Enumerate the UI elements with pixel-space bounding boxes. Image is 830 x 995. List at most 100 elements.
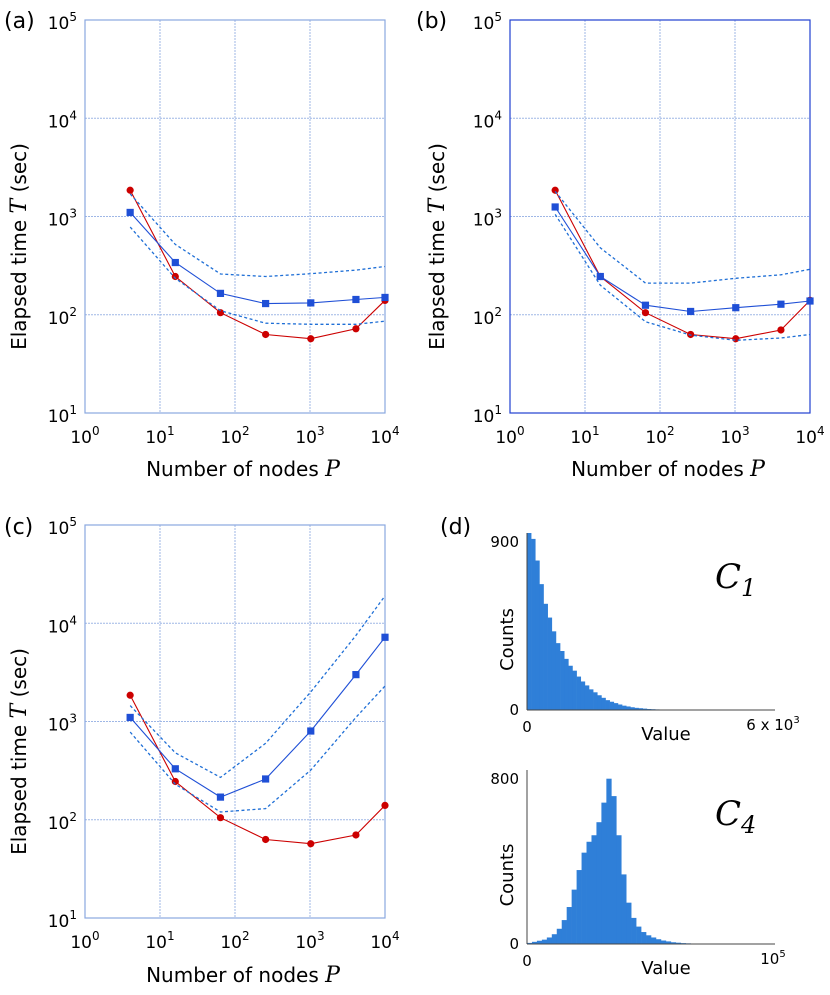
y-tick-label: 102	[48, 810, 77, 834]
y-tick-label: 105	[48, 515, 77, 539]
y-tick-label: 103	[473, 207, 502, 231]
data-point-blue	[126, 713, 134, 722]
histogram-bar	[626, 706, 631, 710]
histogram-bar	[638, 708, 644, 710]
series-line-blue	[554, 206, 811, 313]
y-max-label: 800	[490, 770, 519, 788]
data-point-blue	[216, 793, 225, 801]
histogram-bar	[568, 665, 573, 710]
data-point-red	[777, 326, 785, 334]
histogram-bar	[597, 695, 602, 710]
data-point-blue	[687, 307, 695, 316]
data-point-red	[307, 335, 315, 343]
x-tick-label: 100	[495, 424, 524, 448]
histogram-bar	[596, 822, 602, 944]
x-tick-label: 102	[220, 929, 249, 953]
y-tick-label: 101	[48, 908, 77, 932]
histogram-bar	[646, 935, 652, 944]
data-point-red	[551, 186, 559, 194]
histogram-bar	[546, 937, 553, 944]
x-tick-label: 102	[220, 424, 249, 448]
series-line-blue	[129, 636, 386, 798]
histogram-bar	[591, 835, 597, 944]
x-tick-label: 103	[295, 424, 324, 448]
x-tick-label: 104	[795, 424, 824, 448]
histogram-bar	[606, 778, 612, 944]
histogram-bar	[611, 796, 617, 944]
data-point-blue	[596, 272, 604, 281]
histogram-bar	[660, 940, 667, 944]
histogram-bar	[531, 538, 536, 710]
histogram-bar	[580, 681, 586, 710]
histogram-bar	[651, 937, 657, 944]
histogram-c4: 800 00 105 Value Counts C4	[490, 770, 786, 979]
data-point-red	[216, 309, 225, 317]
x-axis-title: Number of nodes P	[571, 457, 766, 482]
panel-label-c: (c)	[4, 515, 33, 540]
data-point-blue	[732, 304, 740, 312]
data-point-red	[262, 330, 270, 339]
histogram-bar	[613, 703, 619, 710]
histogram-name: C4	[715, 794, 756, 839]
histogram-bar	[571, 889, 577, 945]
data-point-blue	[171, 258, 179, 267]
y-tick-label: 101	[473, 403, 502, 427]
x-max-label: 6 x 103	[746, 715, 799, 734]
x-tick-label: 101	[570, 424, 599, 448]
y-tick-label: 102	[48, 305, 77, 329]
histogram-bar	[641, 932, 647, 944]
histogram-bar	[601, 697, 606, 710]
histogram-bar	[626, 902, 632, 944]
x-tick-label: 101	[145, 929, 174, 953]
data-point-red	[262, 835, 270, 844]
histogram-bar	[527, 942, 533, 944]
data-point-red	[381, 801, 389, 809]
y-tick-label: 105	[48, 10, 77, 34]
series-line-blue-upper	[554, 190, 811, 284]
series-line-red	[129, 695, 386, 845]
histogram-bar	[622, 705, 627, 710]
histogram-bar	[584, 685, 590, 710]
data-point-red	[307, 840, 315, 848]
x-tick-label: 100	[70, 424, 99, 448]
histogram-bar	[564, 658, 569, 710]
histogram-bar	[551, 631, 557, 710]
histogram-bar	[655, 939, 662, 945]
x-min-label: 0	[522, 718, 532, 736]
y-tick-label: 103	[48, 712, 77, 736]
data-point-blue	[551, 203, 559, 211]
y-tick-label: 102	[473, 305, 502, 329]
histogram-bar	[616, 835, 622, 944]
histogram-bar	[547, 617, 553, 710]
data-point-blue	[171, 765, 179, 773]
plot-frame	[84, 19, 386, 414]
data-point-blue	[126, 208, 134, 217]
data-point-red	[641, 309, 650, 317]
y-axis-title: Counts	[497, 608, 518, 671]
histogram-bar	[551, 934, 558, 944]
data-point-blue	[262, 299, 270, 308]
data-point-red	[732, 335, 740, 343]
data-point-red	[352, 831, 360, 839]
histogram-bar	[634, 707, 639, 710]
histogram-bar	[665, 941, 672, 944]
histogram-bar	[541, 939, 548, 944]
histogram-bar	[609, 701, 615, 710]
panel-label-b: (b)	[416, 9, 447, 34]
histogram-bar	[561, 920, 567, 945]
plot-frame	[84, 524, 386, 919]
histogram-bar	[605, 700, 610, 710]
data-point-red	[171, 272, 179, 281]
histogram-bar	[636, 926, 642, 944]
x-max-label: 105	[760, 949, 785, 968]
histogram-bar	[531, 941, 538, 945]
data-point-red	[126, 691, 134, 699]
series-line-blue-lower	[129, 685, 386, 813]
y-tick-label: 104	[48, 613, 77, 637]
data-point-red	[352, 325, 360, 333]
histogram-bar	[617, 704, 623, 710]
y-axis-title: Elapsed time T (sec)	[425, 143, 450, 350]
histogram-bar	[572, 670, 577, 710]
data-point-blue	[381, 633, 389, 641]
